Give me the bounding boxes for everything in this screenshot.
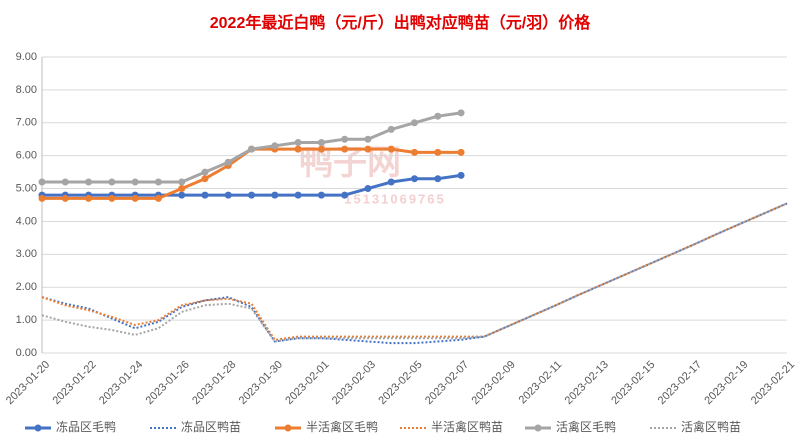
series-line [41,202,788,345]
legend-label: 冻品区毛鸭 [56,419,116,434]
point [434,175,442,183]
legend-marker [534,424,542,432]
point [364,135,372,143]
point [294,145,302,153]
legend-label: 活禽区毛鸭 [556,419,616,434]
point [108,178,116,186]
point [434,112,442,120]
y-tick-label: 0.00 [16,347,37,359]
point [178,191,186,199]
y-tick-label: 8.00 [16,84,37,96]
point [341,135,349,143]
legend-marker [34,424,42,432]
point [201,191,209,199]
point [457,148,465,156]
point [341,145,349,153]
y-tick-label: 4.00 [16,215,37,227]
point [317,191,325,199]
point [178,185,186,193]
chart-title: 2022年最近白鸭（元/斤）出鸭对应鸭苗（元/羽）价格 [210,13,591,32]
point [38,194,46,202]
point [364,185,372,193]
point [317,145,325,153]
point [387,178,395,186]
point [387,145,395,153]
point [154,178,162,186]
legend-marker [284,424,292,432]
point [294,139,302,147]
y-tick-label: 9.00 [16,51,37,63]
point [434,148,442,156]
legend-label: 半活禽区鸭苗 [431,419,503,434]
legend-label: 活禽区鸭苗 [681,419,741,434]
point [411,119,418,127]
y-tick-label: 7.00 [16,117,37,129]
point [224,158,232,166]
point [411,148,418,156]
point [411,175,418,183]
point [457,109,465,117]
point [38,178,46,186]
point [154,194,162,202]
point [248,191,256,199]
point [271,142,279,150]
legend-label: 冻品区鸭苗 [181,419,241,434]
point [131,178,139,186]
series-line [41,202,788,343]
point [108,194,116,202]
point [317,139,325,147]
point [387,125,395,133]
y-tick-label: 2.00 [16,281,37,293]
point [131,194,139,202]
point [178,178,186,186]
legend-label: 半活禽区毛鸭 [306,419,378,434]
point [201,175,209,183]
point [85,178,93,186]
y-tick-label: 6.00 [16,150,37,162]
point [271,191,279,199]
y-tick-label: 5.00 [16,182,37,194]
y-tick-label: 1.00 [16,314,37,326]
point [224,191,232,199]
point [364,145,372,153]
point [248,145,256,153]
point [61,194,69,202]
point [341,191,349,199]
point [294,191,302,199]
point [85,194,93,202]
point [61,178,69,186]
y-tick-label: 3.00 [16,248,37,260]
point [201,168,209,176]
watermark: 15131069765 [344,191,446,206]
point [457,171,465,179]
